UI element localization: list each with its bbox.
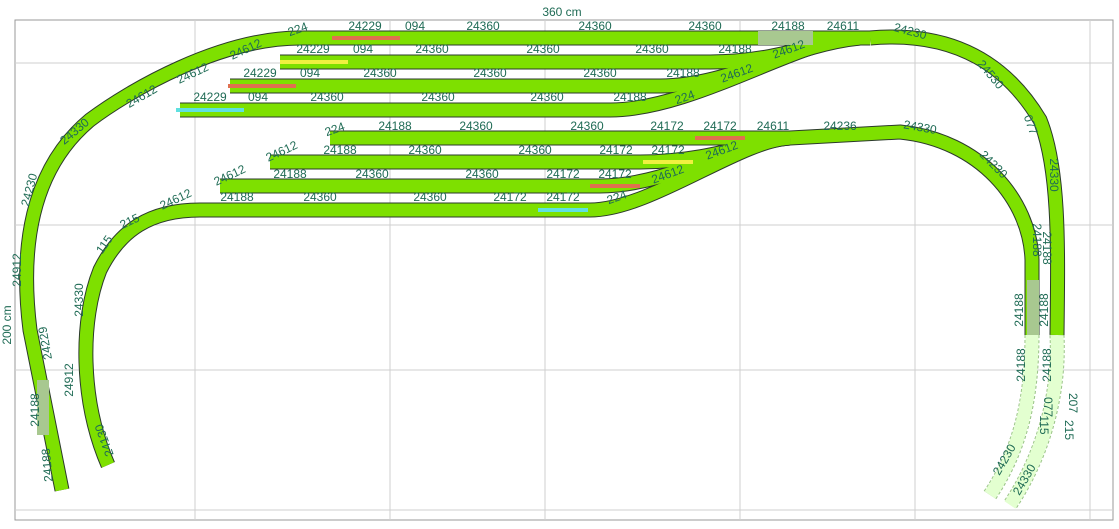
track-label: 094 [353, 42, 373, 56]
track-label: 094 [300, 66, 320, 80]
track-label: 24172 [703, 119, 737, 133]
track-label: 224 [323, 119, 347, 139]
track-label: 24611 [827, 19, 860, 33]
track-label: 224 [286, 19, 310, 39]
track-label: 24188 [273, 167, 307, 181]
track-label: 24360 [570, 119, 604, 133]
track-label: 207 [1066, 393, 1080, 413]
track-label: 115 [1037, 415, 1051, 434]
track-label: 24360 [355, 167, 389, 181]
track-label: 24188 [39, 448, 56, 483]
track-label: 24188 [1012, 293, 1026, 327]
board [14, 19, 1114, 521]
track-label: 224 [605, 187, 629, 207]
track-label: 24611 [757, 119, 790, 133]
track-label: 24360 [635, 42, 669, 56]
track-label: 24188 [378, 119, 412, 133]
track-label: 24188 [613, 90, 647, 104]
track [869, 30, 1065, 336]
track-label: 24229 [348, 19, 382, 33]
track-label: 24330 [72, 283, 86, 317]
track-label: 215 [1062, 420, 1076, 440]
track-label: 24360 [466, 19, 500, 33]
track-label: 24229 [35, 325, 55, 361]
track-label: 24360 [459, 119, 493, 133]
track-label: 24330 [1047, 158, 1061, 192]
tracks [19, 29, 1066, 492]
track-label: 24360 [413, 190, 447, 204]
track-label: 24188 [718, 42, 752, 56]
track-label: 24360 [415, 42, 449, 56]
track-label: 094 [405, 19, 425, 33]
track-label: 24912 [10, 253, 24, 287]
track-label: 24360 [310, 90, 344, 104]
width-label: 360 cm [542, 5, 581, 19]
track-label: 24360 [518, 143, 552, 157]
track-label: 24172 [546, 190, 580, 204]
track-label: 24229 [296, 42, 330, 56]
track-label: 077 [1041, 397, 1055, 417]
track-label: 24188 [1037, 293, 1051, 327]
track-label: 24360 [363, 66, 397, 80]
track-label: 24360 [530, 90, 564, 104]
track-label: 24188 [666, 66, 700, 80]
track-label: 24188 [1040, 231, 1054, 265]
height-label: 200 cm [0, 305, 14, 344]
track [200, 131, 791, 217]
track-label: 24360 [465, 167, 499, 181]
track-label: 24172 [598, 167, 632, 181]
track-label: 24188 [323, 143, 357, 157]
track-label: 24188 [220, 190, 254, 204]
track-label: 24330 [902, 117, 938, 137]
track-label: 24360 [526, 42, 560, 56]
track [180, 31, 851, 117]
track [79, 203, 201, 468]
track-label: 24188 [1040, 348, 1054, 382]
track-label: 24360 [421, 90, 455, 104]
track-label: 24360 [303, 190, 337, 204]
track-label: 24188 [771, 19, 805, 33]
track-label: 094 [248, 90, 268, 104]
track-label: 24188 [1014, 348, 1028, 382]
track-label: 24188 [1030, 223, 1044, 257]
track [789, 125, 1039, 335]
track-label: 24172 [650, 119, 684, 133]
track-label: 24360 [408, 143, 442, 157]
highlights [37, 31, 1039, 435]
grid [15, 20, 1113, 520]
track-label: 24360 [473, 66, 507, 80]
track-label: 24360 [583, 66, 617, 80]
track-label: 24912 [62, 363, 76, 397]
track [20, 31, 870, 492]
track-label: 24229 [243, 66, 277, 80]
pale-tracks [983, 334, 1065, 510]
track-label: 077 [1021, 113, 1041, 137]
track-label: 24360 [688, 19, 722, 33]
track-label: 24172 [651, 143, 685, 157]
track-label: 24172 [493, 190, 527, 204]
track-label: 24188 [28, 393, 42, 427]
track-label: 24236 [823, 119, 857, 133]
track-label: 24172 [599, 143, 633, 157]
track-label: 24172 [546, 167, 580, 181]
track-label: 24360 [578, 19, 612, 33]
track-label: 24229 [193, 90, 227, 104]
track-label: 224 [673, 87, 697, 107]
